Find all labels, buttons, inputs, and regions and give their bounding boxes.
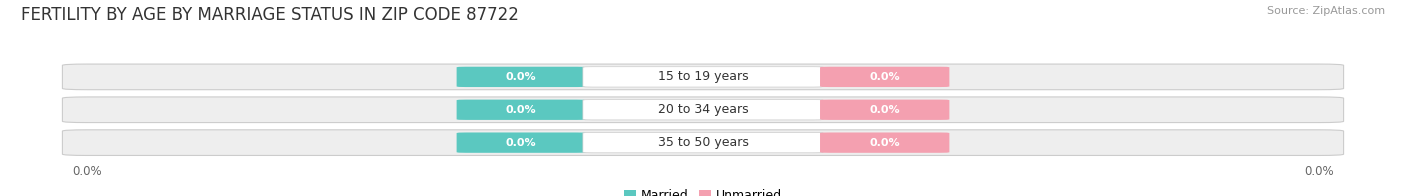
FancyBboxPatch shape	[62, 130, 1344, 155]
FancyBboxPatch shape	[583, 132, 823, 153]
FancyBboxPatch shape	[820, 100, 949, 120]
FancyBboxPatch shape	[820, 67, 949, 87]
FancyBboxPatch shape	[583, 67, 823, 87]
Text: 0.0%: 0.0%	[506, 72, 537, 82]
FancyBboxPatch shape	[457, 67, 586, 87]
Text: Source: ZipAtlas.com: Source: ZipAtlas.com	[1267, 6, 1385, 16]
Text: 0.0%: 0.0%	[869, 105, 900, 115]
Text: 20 to 34 years: 20 to 34 years	[658, 103, 748, 116]
Text: 15 to 19 years: 15 to 19 years	[658, 70, 748, 83]
FancyBboxPatch shape	[457, 132, 586, 153]
Text: 0.0%: 0.0%	[506, 138, 537, 148]
FancyBboxPatch shape	[457, 100, 586, 120]
FancyBboxPatch shape	[62, 64, 1344, 90]
Text: FERTILITY BY AGE BY MARRIAGE STATUS IN ZIP CODE 87722: FERTILITY BY AGE BY MARRIAGE STATUS IN Z…	[21, 6, 519, 24]
FancyBboxPatch shape	[62, 97, 1344, 122]
Text: 35 to 50 years: 35 to 50 years	[658, 136, 748, 149]
Legend: Married, Unmarried: Married, Unmarried	[619, 184, 787, 196]
Text: 0.0%: 0.0%	[506, 105, 537, 115]
Text: 0.0%: 0.0%	[869, 138, 900, 148]
FancyBboxPatch shape	[583, 100, 823, 120]
FancyBboxPatch shape	[820, 132, 949, 153]
Text: 0.0%: 0.0%	[869, 72, 900, 82]
